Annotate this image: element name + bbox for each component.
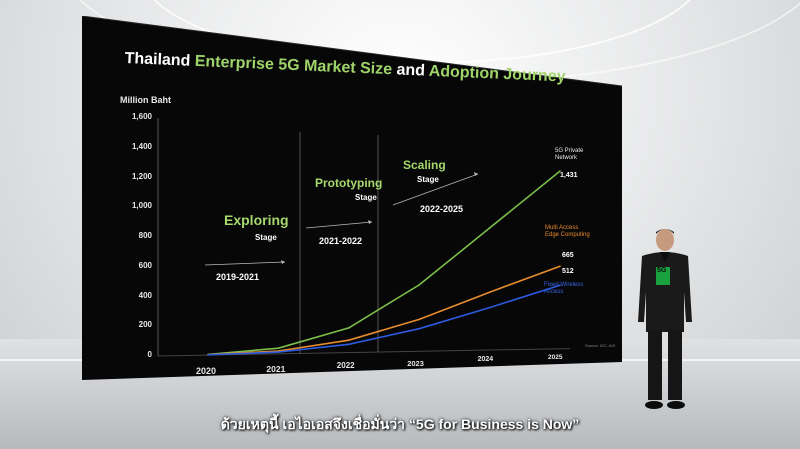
x-tick-label: 2025	[548, 353, 563, 361]
stage-exploring: Exploring	[224, 212, 289, 228]
series-point-1	[488, 291, 491, 294]
y-tick-label: 1,000	[131, 201, 152, 211]
stage-arrow	[305, 221, 373, 229]
presenter-badge: 5G	[657, 267, 667, 274]
stage-arrow	[204, 261, 286, 266]
series-line-0	[207, 170, 561, 356]
series-point-1	[348, 339, 350, 342]
series-point-2	[418, 327, 421, 330]
x-tick-label: 2021	[266, 363, 286, 374]
x-tick-label: 2020	[196, 366, 217, 377]
x-tick-label: 2022	[336, 361, 355, 371]
series-point-0	[559, 170, 561, 172]
stage-scaling-sub: Stage	[417, 175, 439, 184]
y-tick-label: 600	[138, 260, 152, 270]
end-value-fwa: 512	[562, 268, 574, 275]
series-line-2	[207, 284, 561, 356]
series-point-0	[418, 284, 421, 286]
chart-source: Source: IDC, AIS	[585, 343, 616, 348]
stage-exploring-sub: Stage	[255, 233, 277, 242]
series-point-2	[488, 306, 491, 309]
series-point-1	[418, 318, 421, 321]
series-point-0	[488, 227, 491, 229]
screen-panel	[82, 16, 622, 380]
y-tick-label: 800	[138, 231, 152, 240]
y-tick-label: 200	[138, 320, 152, 330]
series-point-2	[559, 284, 561, 287]
stage-arrowhead	[281, 260, 285, 264]
presentation-screen	[82, 16, 622, 380]
x-tick-label: 2023	[407, 358, 424, 368]
stage-arrowhead	[368, 220, 372, 224]
y-tick-label: 1,200	[131, 171, 152, 181]
presenter-figure	[638, 229, 692, 409]
stage-prototyping-years: 2021-2022	[319, 236, 363, 246]
stage-arrowhead	[474, 172, 478, 176]
y-axis-title: Million Baht	[120, 95, 171, 105]
series-line-1	[207, 265, 561, 356]
series-label-5g-private: 5G Private Network	[555, 148, 584, 161]
series-point-1	[559, 265, 561, 268]
series-point-0	[348, 327, 350, 329]
series-point-0	[277, 347, 280, 349]
series-label-fwa: Fixed Wireless Access	[544, 282, 584, 295]
y-tick-label: 1,400	[131, 141, 152, 151]
y-tick-label: 1,600	[131, 112, 152, 121]
series-point-2	[277, 351, 280, 353]
x-tick-label: 2024	[477, 356, 494, 364]
stage-prototyping-sub: Stage	[355, 193, 377, 202]
stage-exploring-years: 2019-2021	[216, 272, 260, 282]
stage-scaling: Scaling	[403, 158, 446, 172]
series-point-2	[207, 354, 209, 356]
stage-arrow	[392, 173, 479, 206]
y-tick-label: 400	[138, 290, 152, 300]
stage-scaling-years: 2022-2025	[420, 204, 464, 214]
y-tick-label: 0	[147, 350, 152, 359]
stage-prototyping: Prototyping	[315, 176, 383, 190]
series-point-2	[348, 343, 350, 346]
end-value-5g-private: 1,431	[560, 172, 578, 179]
end-value-mec: 665	[562, 252, 574, 259]
video-subtitle: ด้วยเหตุนี้ เอไอเอสจึงเชื่อมั่นว่า “5G f…	[220, 416, 580, 432]
series-label-mec: Multi Access Edge Computing	[545, 225, 590, 238]
